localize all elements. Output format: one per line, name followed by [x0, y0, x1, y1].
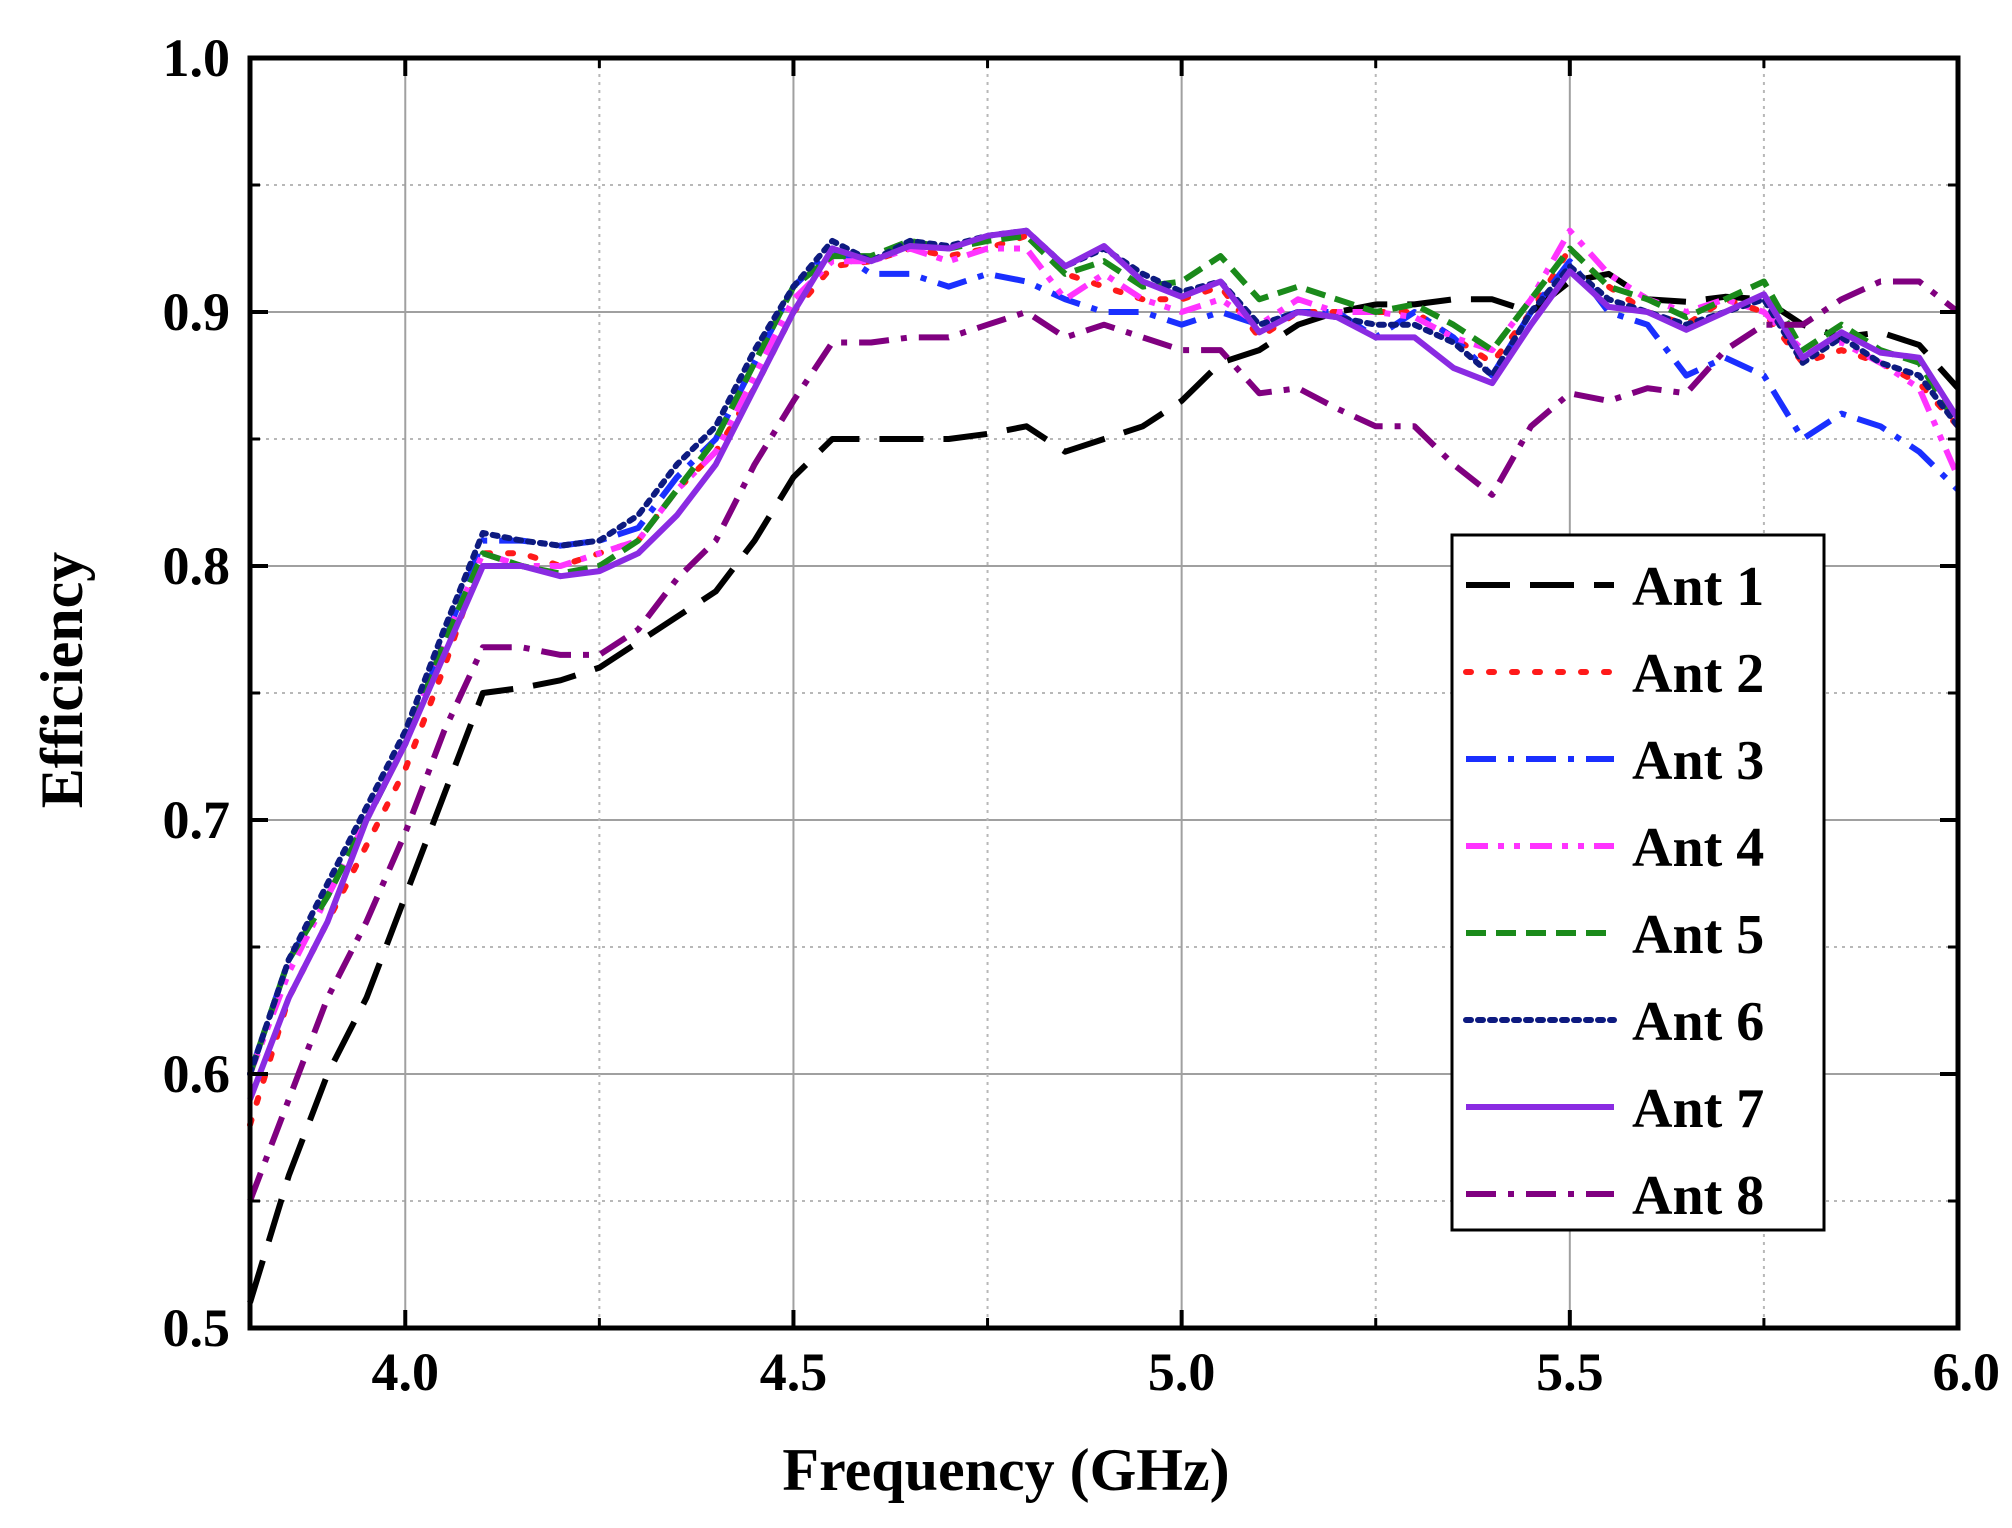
y-tick-label: 0.5	[163, 1298, 231, 1358]
series-line-ant-4	[247, 227, 1961, 1076]
legend-label-ant-8: Ant 8	[1632, 1165, 1764, 1227]
legend-label-ant-5: Ant 5	[1632, 904, 1764, 966]
legend-label-ant-4: Ant 4	[1632, 817, 1764, 879]
x-tick-label: 5.0	[1148, 1342, 1216, 1402]
y-tick-label: 1.0	[163, 28, 231, 88]
legend-box	[1450, 533, 1826, 1232]
legend-label-ant-3: Ant 3	[1632, 730, 1764, 792]
legend: Ant 1 Ant 2 Ant 3 Ant 4 Ant 5 Ant 6 Ant 7 Ant 8	[1450, 533, 1826, 1232]
series-line-ant-8	[247, 278, 1960, 1203]
legend-label-ant-1: Ant 1	[1632, 556, 1764, 618]
y-tick-label: 0.7	[163, 790, 231, 850]
legend-label-ant-6: Ant 6	[1632, 991, 1764, 1053]
legend-label-ant-7: Ant 7	[1632, 1078, 1764, 1140]
series-line-ant-1	[247, 270, 1961, 1304]
x-tick-label: 5.5	[1536, 1342, 1604, 1402]
x-axis-title: Frequency (GHz)	[782, 1437, 1229, 1503]
y-tick-label: 0.6	[163, 1044, 231, 1104]
series-layer	[247, 227, 1961, 1304]
series-line-ant-5	[247, 232, 1961, 1075]
y-tick-labels: 0.5 0.6 0.7 0.8 0.9 1.0	[163, 28, 231, 1358]
x-tick-label: 4.0	[372, 1342, 440, 1402]
axes	[247, 55, 1961, 1331]
x-tick-label: 6.0	[1933, 1342, 2001, 1402]
legend-label-ant-2: Ant 2	[1632, 643, 1764, 705]
x-tick-labels: 4.0 4.5 5.0 5.5 6.0	[372, 1342, 2000, 1402]
y-tick-label: 0.9	[163, 282, 231, 342]
y-tick-label: 0.8	[163, 536, 231, 596]
series-line-ant-7	[247, 227, 1961, 1101]
y-axis-title: Efficiency	[29, 552, 95, 809]
x-tick-label: 4.5	[760, 1342, 828, 1402]
